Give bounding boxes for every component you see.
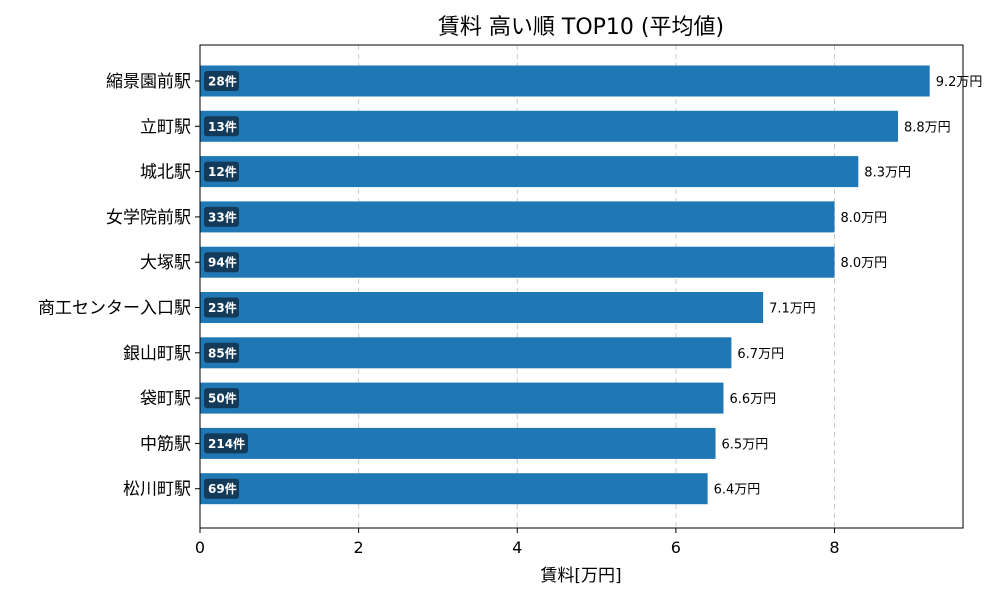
count-label: 85件	[208, 345, 237, 360]
count-label: 13件	[208, 119, 237, 134]
count-badge	[204, 297, 239, 318]
x-tick-label: 2	[354, 538, 364, 557]
count-badge	[204, 206, 239, 227]
count-label: 94件	[208, 255, 237, 270]
category-label: 袋町駅	[140, 389, 191, 409]
value-label: 6.7万円	[737, 347, 784, 362]
x-axis-label: 賃料[万円]	[540, 566, 621, 586]
count-badge	[204, 116, 239, 137]
value-label: 9.2万円	[936, 75, 983, 90]
bar	[200, 337, 732, 369]
value-label: 6.5万円	[722, 437, 769, 452]
bar	[200, 246, 835, 278]
category-label: 銀山町駅	[123, 344, 191, 364]
bars: 9.2万円 28件 8.8万円 13件 8.3万円 12件 8.0万円 33件 8.0万円 94件…	[200, 65, 983, 505]
count-badge	[204, 161, 239, 182]
count-badge	[204, 433, 248, 454]
x-tick-label: 8	[829, 538, 839, 557]
category-label: 立町駅	[140, 117, 191, 137]
value-label: 7.1万円	[769, 302, 816, 317]
x-axis: 0 2 4 6 8	[195, 528, 840, 557]
category-label: 大塚駅	[140, 253, 191, 273]
category-labels: 縮景園前駅立町駅城北駅女学院前駅大塚駅商工センター入口駅銀山町駅袋町駅中筋駅松川…	[38, 72, 200, 500]
count-label: 69件	[208, 481, 237, 496]
category-label: 商工センター入口駅	[38, 299, 191, 319]
count-label: 33件	[208, 209, 237, 224]
category-label: 城北駅	[140, 163, 191, 183]
value-label: 8.3万円	[864, 166, 911, 181]
count-label: 12件	[208, 164, 237, 179]
value-label: 6.6万円	[729, 392, 776, 407]
bar	[200, 382, 724, 414]
count-badge	[204, 342, 239, 363]
count-badge	[204, 478, 239, 499]
category-label: 縮景園前駅	[106, 72, 191, 92]
x-tick-label: 6	[671, 538, 681, 557]
count-badge	[204, 388, 239, 409]
chart-title: 賃料 高い順 TOP10 (平均値)	[438, 15, 724, 40]
bar	[200, 201, 835, 233]
bar	[200, 65, 930, 97]
bar	[200, 156, 859, 188]
value-label: 6.4万円	[714, 483, 761, 498]
count-label: 23件	[208, 300, 237, 315]
category-label: 松川町駅	[123, 480, 191, 500]
x-tick-label: 0	[195, 538, 205, 557]
category-label: 女学院前駅	[106, 208, 191, 228]
count-label: 214件	[208, 436, 245, 451]
value-label: 8.0万円	[841, 211, 888, 226]
value-label: 8.0万円	[841, 256, 888, 271]
count-label: 50件	[208, 391, 237, 406]
bar	[200, 427, 716, 459]
x-tick-label: 4	[512, 538, 522, 557]
count-badge	[204, 252, 239, 273]
category-label: 中筋駅	[140, 434, 191, 454]
count-label: 28件	[208, 74, 237, 89]
count-badge	[204, 71, 239, 91]
plot-frame	[199, 44, 964, 529]
bar	[200, 292, 764, 323]
bar	[200, 110, 898, 142]
bar	[200, 473, 708, 505]
value-label: 8.8万円	[904, 120, 951, 135]
